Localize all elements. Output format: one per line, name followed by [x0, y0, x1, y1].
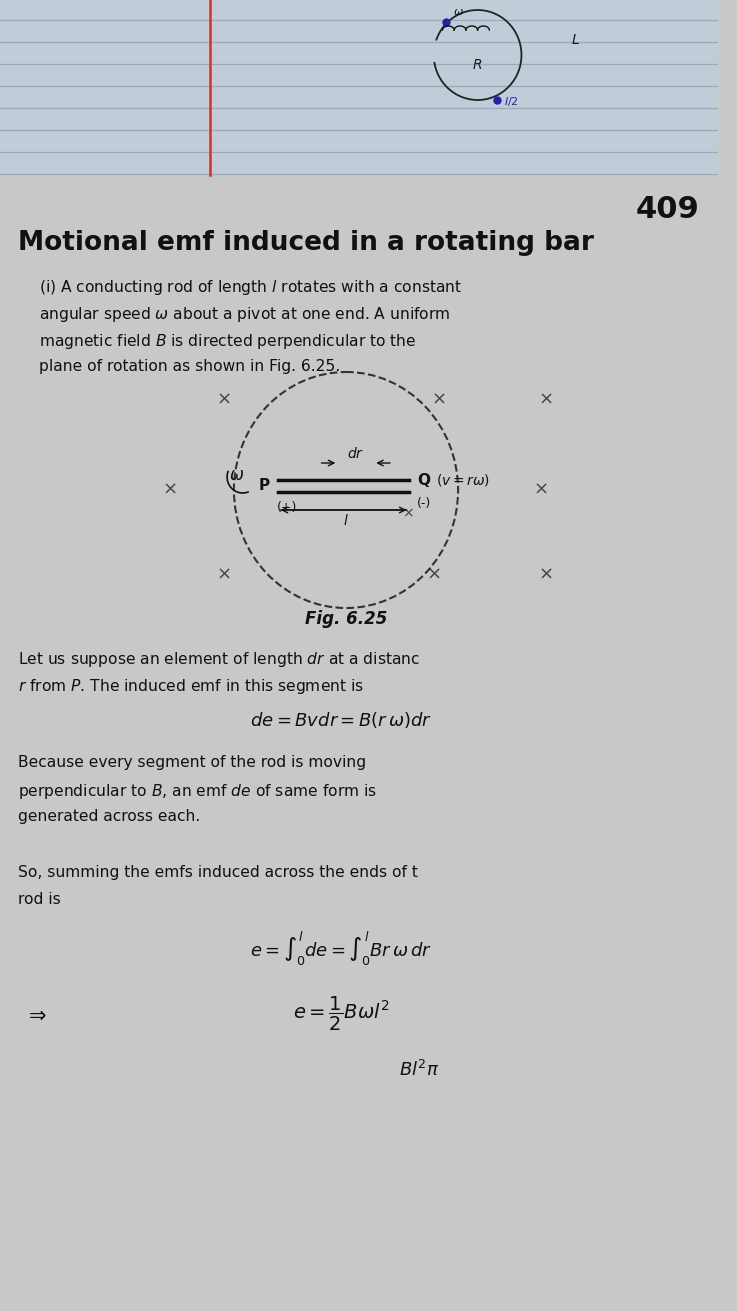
Text: generated across each.: generated across each. — [18, 809, 200, 825]
Text: 409: 409 — [636, 195, 700, 224]
Text: ×: × — [163, 481, 178, 499]
Text: $I/2$: $I/2$ — [504, 94, 519, 108]
Text: $\Rightarrow$: $\Rightarrow$ — [24, 1006, 47, 1025]
Text: $l$: $l$ — [343, 513, 349, 528]
Text: (-): (-) — [417, 497, 431, 510]
Text: (i) A conducting rod of length $l$ rotates with a constant: (i) A conducting rod of length $l$ rotat… — [39, 278, 462, 298]
Text: ×: × — [538, 566, 553, 583]
Text: rod is: rod is — [18, 891, 60, 907]
Text: $dr$: $dr$ — [347, 446, 364, 461]
Text: P: P — [259, 477, 270, 493]
Text: angular speed $\omega$ about a pivot at one end. A uniform: angular speed $\omega$ about a pivot at … — [39, 305, 450, 324]
Text: L: L — [571, 33, 579, 47]
Text: ×: × — [217, 566, 231, 583]
Text: (+): (+) — [277, 501, 298, 514]
Text: Let us suppose an element of length $dr$ at a distanc: Let us suppose an element of length $dr$… — [18, 650, 419, 669]
Text: $de = Bvdr = B(r\,\omega)dr$: $de = Bvdr = B(r\,\omega)dr$ — [250, 711, 432, 730]
Text: ×: × — [217, 391, 231, 409]
Bar — [0, 174, 719, 1311]
Text: So, summing the emfs induced across the ends of t: So, summing the emfs induced across the … — [18, 865, 417, 880]
Text: R: R — [473, 58, 483, 72]
Text: $e = \int_0^l de = \int_0^l Br\,\omega\,dr$: $e = \int_0^l de = \int_0^l Br\,\omega\,… — [250, 929, 432, 969]
Bar — [0, 0, 719, 174]
Text: plane of rotation as shown in Fig. 6.25.: plane of rotation as shown in Fig. 6.25. — [39, 359, 340, 374]
Text: Fig. 6.25: Fig. 6.25 — [305, 610, 387, 628]
Text: ×: × — [534, 481, 548, 499]
Text: Because every segment of the rod is moving: Because every segment of the rod is movi… — [18, 755, 366, 770]
Text: Q: Q — [417, 472, 430, 488]
Text: ×: × — [426, 566, 441, 583]
Text: $\omega$: $\omega$ — [453, 7, 464, 17]
Text: $\omega$: $\omega$ — [229, 465, 245, 484]
Text: ×: × — [402, 506, 413, 520]
Text: $Bl^2\pi$: $Bl^2\pi$ — [399, 1061, 439, 1080]
Text: perpendicular to $B$, an emf $de$ of same form is: perpendicular to $B$, an emf $de$ of sam… — [18, 781, 377, 801]
Text: ×: × — [538, 391, 553, 409]
Text: magnetic field $B$ is directed perpendicular to the: magnetic field $B$ is directed perpendic… — [39, 332, 416, 351]
Text: $(v = r\omega)$: $(v = r\omega)$ — [436, 472, 490, 488]
Text: $r$ from $P$. The induced emf in this segment is: $r$ from $P$. The induced emf in this se… — [18, 676, 363, 696]
Text: ×: × — [431, 391, 446, 409]
Text: Motional emf induced in a rotating bar: Motional emf induced in a rotating bar — [18, 229, 593, 256]
Text: $e = \dfrac{1}{2}B\omega l^2$: $e = \dfrac{1}{2}B\omega l^2$ — [293, 995, 389, 1033]
